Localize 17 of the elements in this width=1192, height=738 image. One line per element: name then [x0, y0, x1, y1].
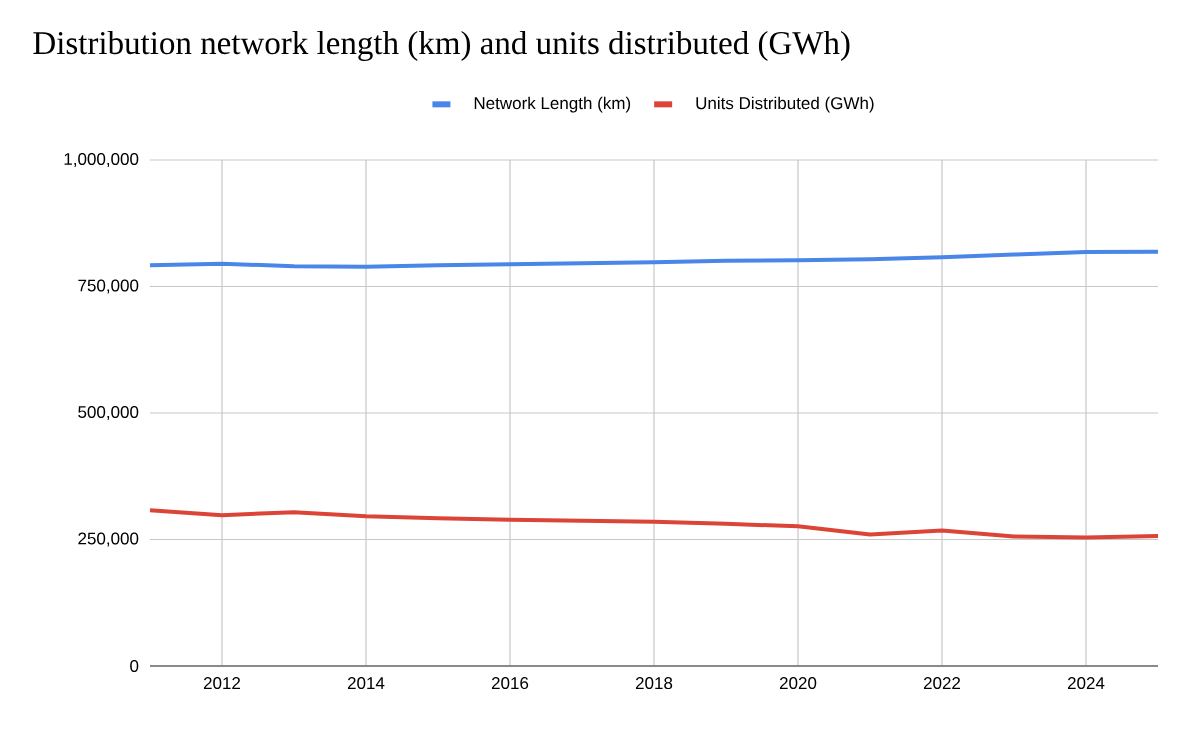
x-tick-label: 2016 — [491, 677, 529, 690]
x-tick-label: 2020 — [779, 677, 817, 690]
y-tick-label: 1,000,000 — [64, 152, 139, 168]
x-tick-label: 2024 — [1067, 677, 1105, 690]
x-tick-label: 2022 — [923, 677, 961, 690]
x-tick-label: 2012 — [203, 677, 241, 690]
x-tick-label: 2018 — [635, 677, 673, 690]
y-tick-label: 250,000 — [78, 532, 139, 547]
line-series — [148, 508, 1161, 540]
x-tick-label: 2014 — [347, 677, 385, 690]
y-tick-label: 750,000 — [78, 279, 139, 294]
y-tick-label: 0 — [130, 659, 139, 673]
y-tick-label: 500,000 — [78, 405, 139, 421]
legend-label: Network Length (km) — [474, 96, 631, 113]
line-series — [148, 249, 1161, 269]
legend-label: Units Distributed (GWh) — [696, 96, 874, 113]
chart-title: Distribution network length (km) and units distributed (GWh) — [33, 30, 850, 61]
